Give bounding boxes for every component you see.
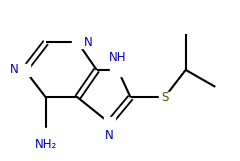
Bar bbox=[38, 128, 53, 139]
Bar bbox=[104, 117, 115, 129]
Text: NH: NH bbox=[109, 51, 127, 64]
Text: N: N bbox=[10, 63, 18, 76]
Bar bbox=[72, 37, 83, 48]
Text: N: N bbox=[84, 36, 93, 49]
Text: NH₂: NH₂ bbox=[35, 138, 57, 151]
Text: N: N bbox=[105, 129, 114, 142]
Bar bbox=[159, 92, 170, 103]
Bar bbox=[110, 64, 125, 76]
Text: S: S bbox=[161, 91, 168, 104]
Bar bbox=[19, 64, 30, 76]
